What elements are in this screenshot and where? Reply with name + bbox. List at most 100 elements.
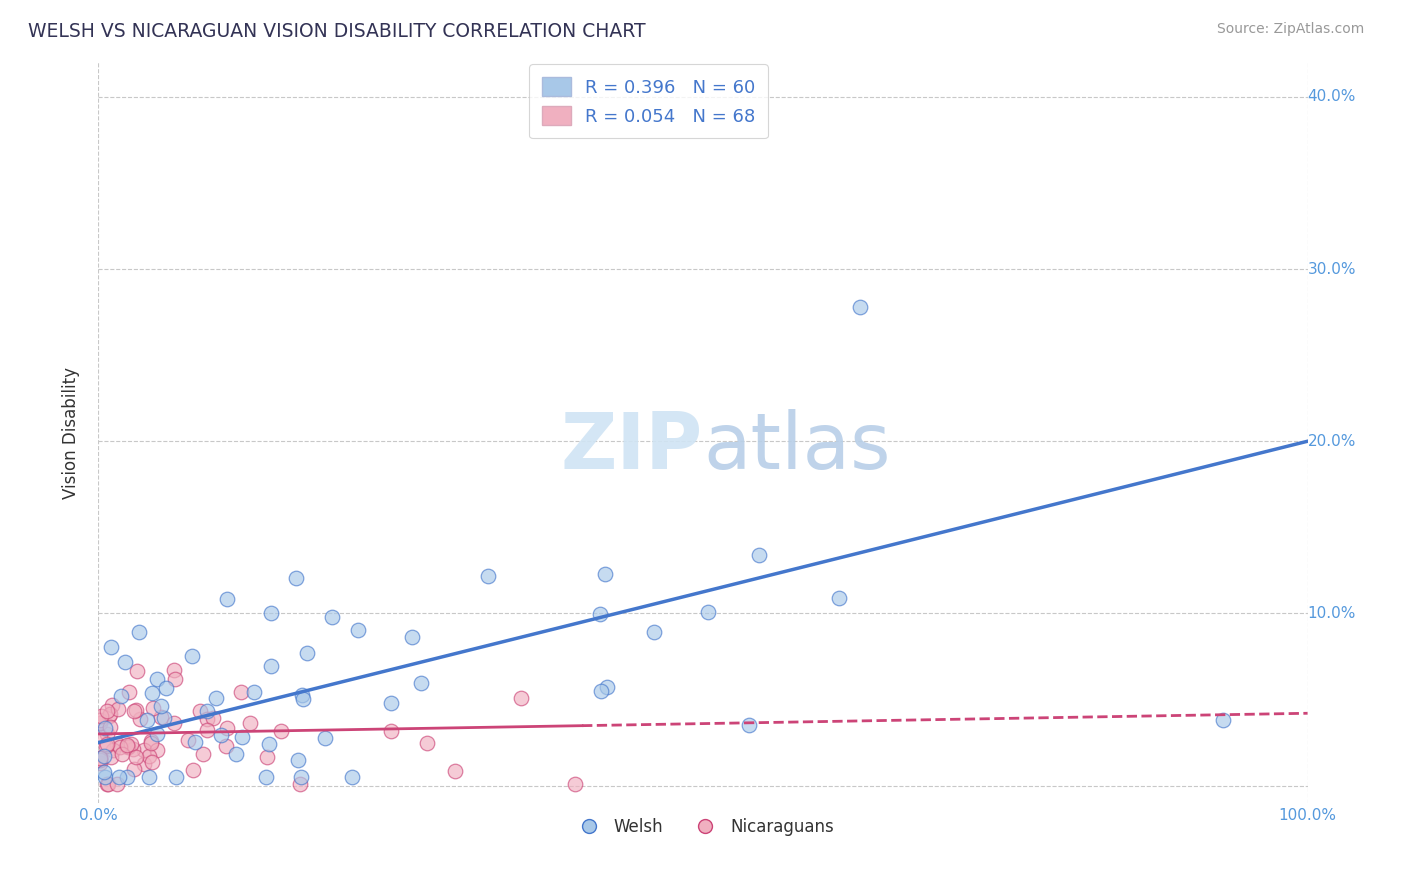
Point — [142, 701, 165, 715]
Point — [256, 750, 278, 764]
Point — [205, 690, 228, 705]
Point — [90, 709, 112, 723]
Text: Source: ZipAtlas.com: Source: ZipAtlas.com — [1216, 22, 1364, 37]
Point — [195, 713, 218, 727]
Point — [416, 736, 439, 750]
Point — [96, 727, 118, 741]
Point — [748, 548, 770, 562]
Point — [105, 737, 128, 751]
Point — [128, 624, 150, 639]
Point — [138, 749, 160, 764]
Point — [89, 756, 111, 770]
Point — [696, 605, 718, 619]
Point — [146, 672, 169, 686]
Point — [89, 751, 111, 765]
Point — [111, 747, 134, 762]
Point — [107, 701, 129, 715]
Point — [1212, 713, 1234, 727]
Point — [94, 770, 117, 784]
Point — [477, 569, 499, 583]
Point — [215, 721, 238, 735]
Text: WELSH VS NICARAGUAN VISION DISABILITY CORRELATION CHART: WELSH VS NICARAGUAN VISION DISABILITY CO… — [28, 22, 645, 41]
Point — [115, 739, 138, 753]
Point — [195, 704, 218, 718]
Point — [183, 735, 205, 749]
Point — [132, 743, 155, 757]
Point — [193, 747, 215, 761]
Point — [150, 709, 173, 723]
Point — [181, 649, 204, 664]
Point — [127, 665, 149, 679]
Point — [98, 721, 121, 735]
Point — [124, 705, 146, 719]
Point — [105, 777, 128, 791]
Point — [380, 723, 402, 738]
Point — [231, 731, 253, 745]
Point — [225, 747, 247, 762]
Point — [190, 705, 212, 719]
Point — [100, 640, 122, 655]
Point — [141, 686, 163, 700]
Point — [97, 777, 120, 791]
Point — [284, 571, 307, 585]
Point — [243, 684, 266, 698]
Point — [122, 762, 145, 776]
Point — [89, 729, 111, 743]
Point — [509, 691, 531, 706]
Point — [163, 715, 186, 730]
Point — [270, 723, 292, 738]
Legend: Welsh, Nicaraguans: Welsh, Nicaraguans — [565, 811, 841, 843]
Point — [146, 727, 169, 741]
Point — [165, 770, 187, 784]
Point — [596, 680, 619, 694]
Point — [260, 658, 283, 673]
Point — [239, 716, 262, 731]
Point — [93, 764, 115, 779]
Point — [444, 764, 467, 778]
Point — [737, 718, 759, 732]
Point — [89, 753, 111, 767]
Point — [118, 685, 141, 699]
Point — [287, 753, 309, 767]
Point — [89, 750, 111, 764]
Point — [101, 698, 124, 713]
Point — [231, 685, 253, 699]
Point — [828, 591, 851, 606]
Point — [163, 673, 186, 687]
Point — [115, 738, 138, 752]
Point — [254, 770, 277, 784]
Point — [215, 592, 238, 607]
Point — [209, 728, 232, 742]
Point — [288, 777, 311, 791]
Point — [163, 663, 186, 677]
Point — [321, 610, 343, 624]
Point — [291, 688, 314, 702]
Point — [849, 300, 872, 314]
Point — [136, 714, 159, 728]
Point — [96, 704, 118, 718]
Y-axis label: Vision Disability: Vision Disability — [62, 367, 80, 499]
Text: 10.0%: 10.0% — [1308, 606, 1355, 621]
Point — [108, 740, 131, 755]
Point — [139, 734, 162, 748]
Point — [107, 770, 129, 784]
Point — [96, 777, 118, 791]
Point — [155, 681, 177, 695]
Point — [110, 690, 132, 704]
Point — [177, 733, 200, 747]
Point — [297, 646, 319, 660]
Point — [114, 655, 136, 669]
Text: 30.0%: 30.0% — [1308, 261, 1355, 277]
Point — [98, 707, 121, 722]
Point — [132, 757, 155, 772]
Point — [643, 625, 665, 640]
Point — [401, 630, 423, 644]
Text: atlas: atlas — [703, 409, 890, 485]
Point — [98, 709, 121, 723]
Point — [129, 712, 152, 726]
Point — [380, 696, 402, 710]
Point — [125, 750, 148, 764]
Point — [94, 721, 117, 735]
Point — [591, 683, 613, 698]
Text: 40.0%: 40.0% — [1308, 89, 1355, 104]
